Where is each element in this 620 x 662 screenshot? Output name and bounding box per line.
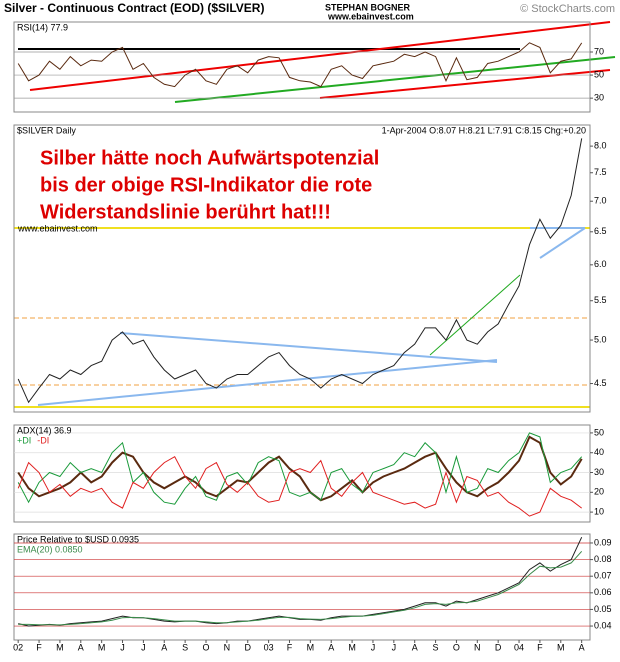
y-tick-label: 0.09 [594, 537, 612, 547]
x-tick-label: 03 [264, 642, 274, 652]
x-tick-label: D [495, 642, 502, 652]
legend-entry: -DI [37, 435, 49, 445]
legend-entry: Price Relative to $USD 0.0935 [17, 534, 139, 544]
x-tick-label: F [537, 642, 543, 652]
legend-entry: RSI(14) 77.9 [17, 22, 68, 32]
x-tick-label: J [120, 642, 125, 652]
x-tick-label: A [328, 642, 334, 652]
y-tick-label: 5.5 [594, 295, 607, 305]
x-tick-label: F [287, 642, 293, 652]
x-tick-label: M [348, 642, 356, 652]
y-tick-label: 0.08 [594, 554, 612, 564]
legend-entry: EMA(20) 0.0850 [17, 544, 83, 554]
author: STEPHAN BOGNER [325, 2, 411, 12]
series-line [17, 432, 583, 505]
watermark: www.ebainvest.com [17, 223, 98, 233]
x-tick-label: D [244, 642, 251, 652]
x-tick-label: M [56, 642, 64, 652]
y-tick-label: 0.07 [594, 571, 612, 581]
y-tick-label: 10 [594, 506, 604, 516]
x-tick-label: N [224, 642, 231, 652]
x-tick-label: S [182, 642, 188, 652]
annotation: Widerstandslinie berührt hat!!! [40, 201, 331, 223]
series-line [17, 42, 583, 88]
y-tick-label: 70 [594, 46, 604, 56]
x-tick-label: J [141, 642, 146, 652]
credit: © StockCharts.com [520, 3, 615, 15]
panel [13, 533, 591, 641]
title: Silver - Continuous Contract (EOD) ($SIL… [4, 1, 264, 15]
y-tick-label: 40 [594, 447, 604, 457]
y-tick-label: 30 [594, 93, 604, 103]
trendlines [14, 21, 616, 408]
y-tick-label: 50 [594, 427, 604, 437]
x-tick-label: 02 [13, 642, 23, 652]
y-tick-label: 0.04 [594, 620, 612, 630]
y-tick-label: 8.0 [594, 140, 607, 150]
annotation: bis der obige RSI-Indikator die rote [40, 174, 372, 196]
series-line [17, 138, 583, 404]
x-tick-label: A [161, 642, 167, 652]
y-tick-label: 50 [594, 69, 604, 79]
panel [13, 21, 591, 113]
x-tick-label: O [453, 642, 460, 652]
x-tick-label: M [98, 642, 106, 652]
y-tick-label: 20 [594, 487, 604, 497]
y-tick-label: 6.0 [594, 259, 607, 269]
x-tick-label: A [78, 642, 84, 652]
y-tick-label: 30 [594, 467, 604, 477]
y-tick-label: 0.06 [594, 587, 612, 597]
subtitle: 1-Apr-2004 O:8.07 H:8.21 L:7.91 C:8.15 C… [382, 125, 586, 135]
y-tick-label: 6.5 [594, 226, 607, 236]
series-line [17, 456, 583, 517]
site: www.ebainvest.com [327, 11, 414, 21]
y-tick-label: 5.0 [594, 334, 607, 344]
x-tick-label: S [433, 642, 439, 652]
x-tick-label: M [307, 642, 315, 652]
annotation: Silber hätte noch Aufwärtspotenzial [40, 147, 379, 169]
series-line [17, 435, 583, 502]
x-tick-label: O [202, 642, 209, 652]
x-tick-label: A [579, 642, 585, 652]
x-tick-label: F [36, 642, 42, 652]
x-tick-label: M [557, 642, 565, 652]
y-tick-label: 7.0 [594, 196, 607, 206]
y-tick-label: 7.5 [594, 167, 607, 177]
x-tick-label: J [392, 642, 397, 652]
panel [13, 424, 591, 523]
legend-entry: +DI [17, 435, 31, 445]
y-tick-label: 0.05 [594, 604, 612, 614]
x-tick-label: N [474, 642, 481, 652]
y-tick-label: 4.5 [594, 378, 607, 388]
x-tick-label: A [412, 642, 418, 652]
series-line [18, 536, 583, 627]
legend-entry: $SILVER Daily [17, 125, 76, 135]
panel [13, 124, 591, 413]
legend-entry: ADX(14) 36.9 [17, 425, 72, 435]
series-line [18, 550, 583, 626]
x-tick-label: J [371, 642, 376, 652]
x-tick-label: 04 [514, 642, 524, 652]
